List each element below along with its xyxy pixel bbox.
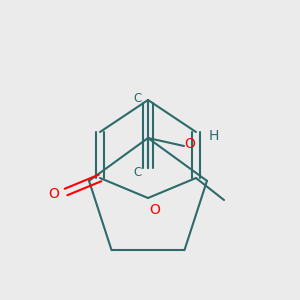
Text: O: O [184,137,195,151]
Text: O: O [49,187,59,201]
Text: C: C [134,92,142,104]
Text: H: H [209,129,219,143]
Text: O: O [150,203,160,217]
Text: C: C [134,167,142,179]
